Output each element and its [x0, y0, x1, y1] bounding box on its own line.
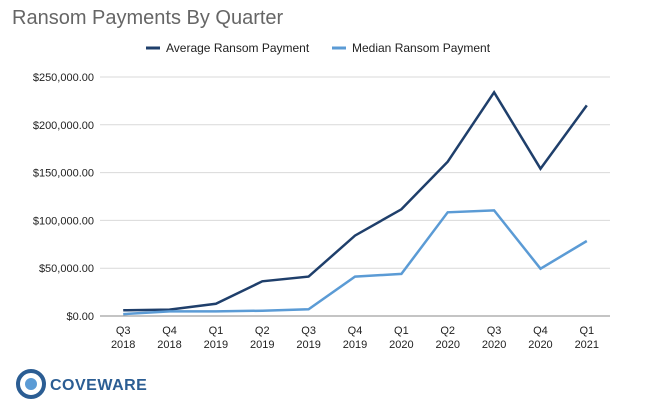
- chart-title: Ransom Payments By Quarter: [12, 7, 284, 29]
- y-tick-label: $250,000.00: [33, 72, 94, 84]
- x-tick-label: Q1 2019: [204, 325, 228, 351]
- logo-text: COVEWARE: [50, 377, 147, 394]
- legend-label-median: Median Ransom Payment: [352, 41, 491, 55]
- chart-legend: Average Ransom Payment Median Ransom Pay…: [146, 41, 491, 55]
- y-tick-label: $200,000.00: [33, 120, 94, 132]
- y-tick-label: $50,000.00: [39, 263, 94, 275]
- x-tick-label: Q2 2020: [435, 325, 459, 351]
- x-axis-ticks: Q3 2018 Q4 2018 Q1 2019 Q2 2019 Q3 2019 Q4 2019 Q1 20…: [111, 325, 599, 351]
- x-tick-label: Q4 2020: [528, 325, 552, 351]
- series-lines: [123, 89, 588, 316]
- x-tick-label: Q2 2019: [250, 325, 274, 351]
- y-tick-label: $0.00: [66, 311, 94, 323]
- y-tick-label: $100,000.00: [33, 215, 94, 227]
- logo-core-icon: [25, 378, 37, 390]
- grid-lines: [100, 76, 610, 317]
- x-tick-label: Q3 2020: [482, 325, 506, 351]
- legend-label-average: Average Ransom Payment: [166, 41, 310, 55]
- series-line-average: [123, 89, 588, 312]
- logo-ring-icon: [16, 369, 46, 399]
- y-tick-label: $150,000.00: [33, 168, 94, 180]
- x-tick-label: Q4 2018: [157, 325, 181, 351]
- x-tick-label: Q4 2019: [343, 325, 367, 351]
- x-tick-label: Q3 2018: [111, 325, 135, 351]
- series-line-median: [123, 209, 588, 316]
- x-tick-label: Q1 2021: [575, 325, 599, 351]
- x-tick-label: Q1 2020: [389, 325, 413, 351]
- y-axis-ticks: $0.00 $50,000.00 $100,000.00 $150,000.00 $20…: [33, 72, 94, 323]
- x-tick-label: Q3 2019: [296, 325, 320, 351]
- coveware-logo: COVEWARE: [16, 369, 147, 399]
